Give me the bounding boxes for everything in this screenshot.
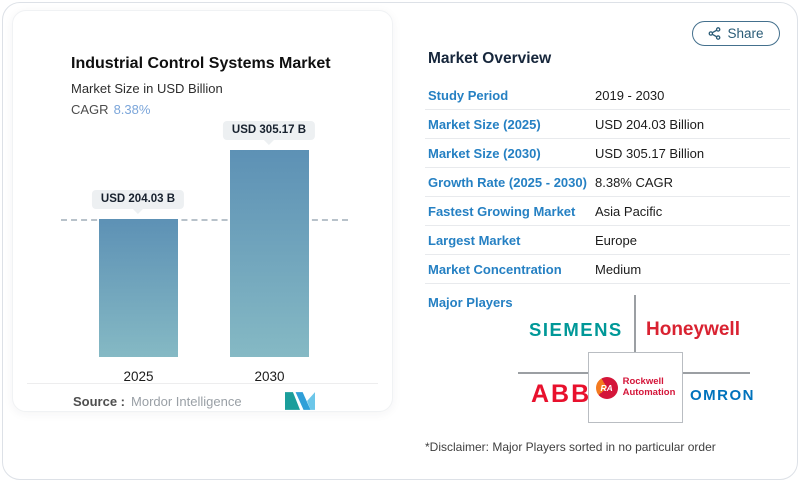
cagr-label: CAGR [71,102,109,117]
abb-logo: ABB [531,380,592,408]
honeywell-logo: Honeywell [646,319,740,340]
table-row: Fastest Growing Market Asia Pacific [425,197,790,226]
row-value: USD 204.03 Billion [595,116,705,132]
card-footer-divider [27,383,378,384]
table-row: Market Size (2025) USD 204.03 Billion [425,110,790,139]
share-icon [709,27,721,40]
row-label: Study Period [428,87,509,103]
bar-2025 [99,219,178,357]
x-axis-label-2030: 2030 [254,369,285,384]
row-value: Medium [595,261,642,277]
chart-card: Industrial Control Systems Market Market… [12,10,393,412]
rockwell-logo-text: Rockwell Automation [622,376,676,398]
bar-value-label-2030: USD 305.17 B [222,121,316,140]
x-axis-label-2025: 2025 [123,369,154,384]
table-row: Largest Market Europe [425,226,790,255]
table-row: Market Concentration Medium [425,255,790,284]
share-button[interactable]: Share [692,21,780,46]
row-label: Market Size (2025) [428,116,541,132]
connector-left [518,372,588,374]
rockwell-automation-logo: RA Rockwell Automation [588,352,683,423]
row-value: USD 305.17 Billion [595,145,705,161]
mordor-intelligence-logo-icon [285,392,315,410]
row-label: Market Size (2030) [428,145,541,161]
row-value: 2019 - 2030 [595,87,665,103]
disclaimer-text: *Disclaimer: Major Players sorted in no … [425,440,716,454]
connector-right [683,372,750,374]
table-row: Growth Rate (2025 - 2030) 8.38% CAGR [425,168,790,197]
row-label: Fastest Growing Market [428,203,576,219]
cagr-line: CAGR 8.38% [71,102,150,117]
cagr-value: 8.38% [113,102,151,117]
market-overview-table: Study Period 2019 - 2030 Market Size (20… [425,81,790,284]
rockwell-line1: Rockwell [622,376,664,388]
row-value: Europe [595,232,637,248]
rockwell-ra-badge-icon: RA [595,376,618,399]
source-value: Mordor Intelligence [131,394,242,409]
row-value: 8.38% CAGR [595,174,674,190]
siemens-logo: SIEMENS [529,319,623,340]
row-label: Growth Rate (2025 - 2030) [428,174,587,190]
connector-vertical [634,295,636,352]
row-label: Market Concentration [428,261,562,277]
omron-logo: OMRON [690,387,755,404]
share-button-label: Share [727,26,764,41]
table-row: Market Size (2030) USD 305.17 Billion [425,139,790,168]
source-row: Source : Mordor Intelligence [73,394,242,409]
table-row: Study Period 2019 - 2030 [425,81,790,110]
row-value: Asia Pacific [595,203,663,219]
market-overview-title: Market Overview [428,50,552,67]
rockwell-line2: Automation [622,386,676,398]
reference-dashed-line [61,219,348,221]
major-players-label: Major Players [428,295,513,310]
row-label: Largest Market [428,232,521,248]
source-label: Source : [73,394,126,409]
bar-value-label-2025: USD 204.03 B [91,190,185,209]
bar-2030 [230,150,309,357]
chart-title: Industrial Control Systems Market [71,55,331,72]
chart-subtitle: Market Size in USD Billion [71,81,223,96]
